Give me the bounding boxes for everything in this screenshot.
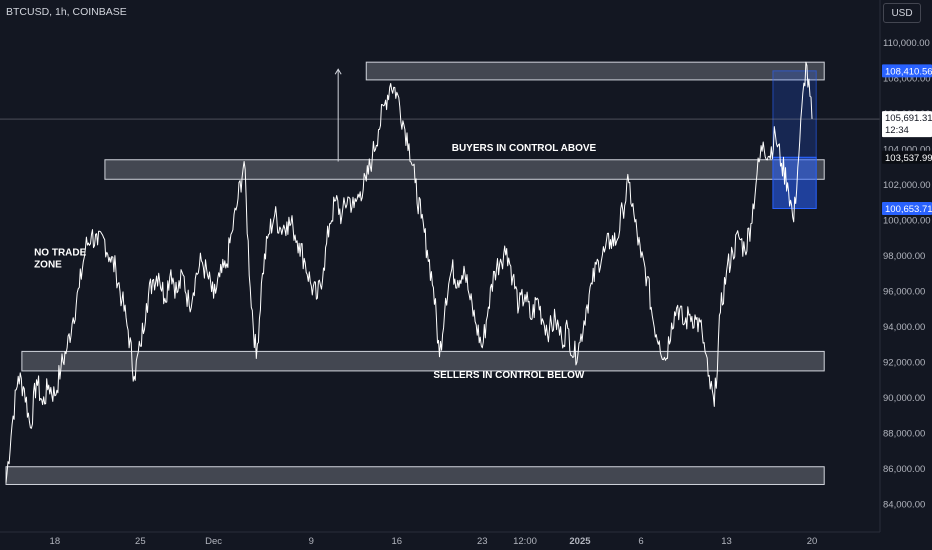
price-label-bg-2 (882, 150, 932, 164)
zone-rect-2[interactable] (21, 350, 825, 372)
time-axis[interactable]: 18 25 Dec 9 16 23 12:00 2025 6 13 20 (0, 531, 880, 547)
x-tick-label: Dec (205, 536, 222, 547)
price-label-bg-3 (882, 201, 932, 215)
price-label-1: 105,691.31 (885, 113, 932, 124)
x-tick-label: 23 (477, 536, 488, 547)
price-label-bg-1 (882, 111, 932, 138)
annotation-label-2: SELLERS IN CONTROL BELOW (433, 370, 584, 381)
y-tick-label: 94,000.00 (883, 322, 925, 333)
price-label-bg-0 (882, 64, 932, 78)
y-tick-label: 84,000.00 (883, 500, 925, 511)
zone-rect-3[interactable] (5, 466, 825, 485)
arrow-head-icon (334, 68, 342, 75)
annotations-layer: NO TRADE ZONE BUYERS IN CONTROL ABOVE SELLE… (34, 68, 597, 381)
price-axis[interactable]: 110,000.00108,000.00106,000.00104,000.00… (879, 0, 931, 532)
annotation-label-0: NO TRADE ZONE (34, 248, 87, 271)
price-label-0: 108,410.56 (885, 66, 932, 77)
price-series-layer (0, 61, 880, 483)
y-tick-label: 100,000.00 (883, 216, 931, 227)
x-tick-label: 9 (309, 536, 314, 547)
x-tick-label: 13 (721, 536, 732, 547)
y-tick-label: 86,000.00 (883, 464, 925, 475)
y-tick-label: 108,000.00 (883, 74, 931, 85)
x-tick-label: 6 (638, 536, 643, 547)
price-label-2: 103,537.99 (885, 153, 932, 164)
x-tick-label: 25 (135, 536, 146, 547)
zone-rect-0[interactable] (365, 61, 825, 81)
y-tick-label: 88,000.00 (883, 429, 925, 440)
currency-button[interactable]: USD (883, 3, 921, 23)
y-tick-label: 98,000.00 (883, 251, 925, 262)
y-tick-label: 92,000.00 (883, 358, 925, 369)
x-tick-label: 2025 (569, 536, 591, 547)
y-tick-label: 104,000.00 (883, 145, 931, 156)
x-tick-label: 12:00 (513, 536, 537, 547)
price-label-countdown: 12:34 (885, 125, 909, 136)
zones-layer (5, 61, 825, 485)
x-tick-label: 16 (391, 536, 402, 547)
price-label-3: 100,653.71 (885, 204, 932, 215)
price-series-line (5, 61, 813, 483)
annotation-label-1: BUYERS IN CONTROL ABOVE (452, 143, 597, 154)
y-tick-label: 102,000.00 (883, 180, 931, 191)
zone-rect-1[interactable] (104, 159, 825, 180)
symbol-title: BTCUSD, 1h, COINBASE (6, 6, 127, 18)
x-tick-label: 18 (50, 536, 61, 547)
y-tick-label: 96,000.00 (883, 287, 925, 298)
y-tick-label: 90,000.00 (883, 393, 925, 404)
x-tick-label: 20 (807, 536, 818, 547)
y-tick-label: 110,000.00 (883, 38, 930, 49)
